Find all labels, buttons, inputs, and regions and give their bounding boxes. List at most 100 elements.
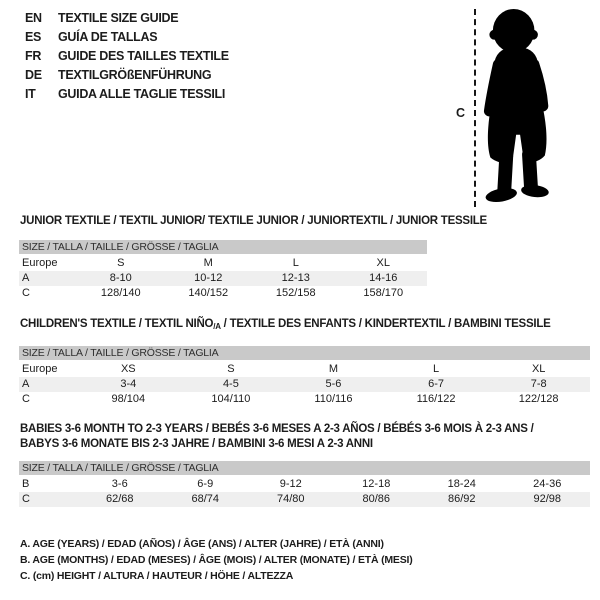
size-cell: M	[328, 363, 339, 375]
language-row-es: ES GUÍA DE TALLAS	[25, 28, 229, 47]
row-label: B	[22, 478, 30, 490]
junior-size-table: SIZE / TALLA / TAILLE / GRÖSSE / TAGLIA …	[19, 240, 427, 301]
guide-title-de: TEXTILGRÖßENFÜHRUNG	[58, 68, 212, 82]
table-row-age: A 8-10 10-12 12-13 14-16	[19, 271, 427, 286]
baby-leg-right	[522, 147, 538, 195]
age-cell: 6-9	[197, 478, 214, 490]
children-section-title: CHILDREN'S TEXTILE / TEXTIL NIÑO/A / TEX…	[20, 317, 551, 334]
footnote-a: A. AGE (YEARS) / EDAD (AÑOS) / ÂGE (ANS)…	[20, 538, 384, 550]
height-cell: 158/170	[363, 287, 404, 299]
language-code: DE	[25, 68, 42, 82]
height-cell: 98/104	[111, 393, 146, 405]
age-cell: 5-6	[325, 378, 342, 390]
height-cell: 104/110	[211, 393, 251, 405]
height-cell: 86/92	[447, 493, 476, 505]
size-cell: XS	[120, 363, 136, 375]
children-title-sub: /A	[213, 322, 221, 331]
guide-title-en: TEXTILE SIZE GUIDE	[58, 11, 179, 25]
height-cell: 80/86	[362, 493, 391, 505]
footnotes: A. AGE (YEARS) / EDAD (AÑOS) / ÂGE (ANS)…	[20, 536, 413, 584]
height-cell: 128/140	[100, 287, 141, 299]
language-code: ES	[25, 30, 42, 44]
row-label: C	[22, 493, 30, 505]
baby-arm-right	[528, 58, 549, 112]
height-cell: 62/68	[105, 493, 134, 505]
size-cell: S	[117, 257, 125, 269]
table-row-height: C 128/140 140/152 152/158 158/170	[19, 286, 427, 301]
baby-arm-left	[483, 58, 504, 117]
row-label: Europe	[22, 363, 58, 375]
language-row-de: DE TEXTILGRÖßENFÜHRUNG	[25, 66, 229, 85]
language-row-en: EN TEXTILE SIZE GUIDE	[25, 9, 229, 28]
age-cell: 8-10	[109, 272, 132, 284]
height-cell: 116/122	[416, 393, 456, 405]
age-cell: 12-18	[362, 478, 391, 490]
table-row-europe: Europe XS S M L XL	[19, 362, 590, 377]
height-cell: 110/116	[314, 393, 353, 405]
row-label: A	[22, 272, 30, 284]
row-label: Europe	[22, 257, 58, 269]
baby-torso	[494, 47, 538, 119]
children-size-table: SIZE / TALLA / TAILLE / GRÖSSE / TAGLIA …	[19, 346, 590, 407]
babies-size-table: SIZE / TALLA / TAILLE / GRÖSSE / TAGLIA …	[19, 461, 590, 507]
age-cell: 18-24	[447, 478, 476, 490]
babies-title-line1: BABIES 3-6 MONTH TO 2-3 YEARS / BEBÉS 3-…	[20, 423, 534, 435]
age-cell: 3-6	[111, 478, 128, 490]
babies-section-title: BABIES 3-6 MONTH TO 2-3 YEARS / BEBÉS 3-…	[20, 422, 534, 452]
age-cell: 7-8	[530, 378, 547, 390]
babies-title-line2: BABYS 3-6 MONATE BIS 2-3 JAHRE / BAMBINI…	[20, 438, 373, 450]
height-cell: 140/152	[188, 287, 229, 299]
footnote-c: C. (cm) HEIGHT / ALTURA / HAUTEUR / HÖHE…	[20, 570, 294, 582]
height-cell: 68/74	[191, 493, 220, 505]
table-row-age-months: B 3-6 6-9 9-12 12-18 18-24 24-36	[19, 477, 590, 492]
size-header-bar: SIZE / TALLA / TAILLE / GRÖSSE / TAGLIA	[19, 240, 427, 254]
height-cell: 152/158	[275, 287, 316, 299]
table-row-europe: Europe S M L XL	[19, 256, 427, 271]
size-header-bar: SIZE / TALLA / TAILLE / GRÖSSE / TAGLIA	[19, 346, 590, 360]
age-cell: 9-12	[279, 478, 302, 490]
height-cell: 74/80	[276, 493, 305, 505]
children-title-post: / TEXTILE DES ENFANTS / KINDERTEXTIL / B…	[220, 318, 551, 330]
size-cell: L	[433, 363, 440, 375]
age-cell: 4-5	[222, 378, 239, 390]
age-cell: 3-4	[120, 378, 137, 390]
language-row-it: IT GUIDA ALLE TAGLIE TESSILI	[25, 85, 229, 104]
table-row-height: C 98/104 104/110 110/116 116/122 122/128	[19, 392, 590, 407]
height-label-c: C	[456, 106, 466, 120]
baby-silhouette-image	[483, 8, 549, 203]
size-header-bar: SIZE / TALLA / TAILLE / GRÖSSE / TAGLIA	[19, 461, 590, 475]
baby-foot-left	[485, 188, 517, 203]
row-label: C	[22, 287, 30, 299]
language-code: EN	[25, 11, 42, 25]
table-row-height: C 62/68 68/74 74/80 80/86 86/92 92/98	[19, 492, 590, 507]
size-cell: L	[292, 257, 299, 269]
row-label: C	[22, 393, 30, 405]
size-cell: XL	[531, 363, 546, 375]
junior-section-title: JUNIOR TEXTILE / TEXTIL JUNIOR/ TEXTILE …	[20, 215, 487, 227]
row-label: A	[22, 378, 30, 390]
age-cell: 6-7	[428, 378, 445, 390]
language-code: IT	[25, 87, 36, 101]
size-cell: S	[227, 363, 235, 375]
baby-head	[492, 8, 535, 53]
height-cell: 122/128	[518, 393, 559, 405]
size-cell: M	[203, 257, 213, 269]
footnote-b: B. AGE (MONTHS) / EDAD (MESES) / ÂGE (MO…	[20, 554, 413, 566]
size-cell: XL	[376, 257, 390, 269]
guide-title-fr: GUIDE DES TAILLES TEXTILE	[58, 49, 229, 63]
height-cell: 92/98	[533, 493, 562, 505]
age-cell: 12-13	[281, 272, 310, 284]
language-code: FR	[25, 49, 42, 63]
height-measure-line	[474, 9, 476, 207]
guide-title-es: GUÍA DE TALLAS	[58, 30, 158, 44]
children-title-pre: CHILDREN'S TEXTILE / TEXTIL NIÑO	[20, 318, 214, 330]
age-cell: 14-16	[369, 272, 398, 284]
age-cell: 10-12	[194, 272, 223, 284]
guide-title-it: GUIDA ALLE TAGLIE TESSILI	[58, 87, 226, 101]
baby-shorts	[487, 103, 547, 164]
baby-foot-right	[521, 185, 549, 198]
language-list: EN TEXTILE SIZE GUIDE ES GUÍA DE TALLAS FR…	[25, 9, 229, 104]
age-cell: 24-36	[533, 478, 562, 490]
baby-leg-left	[497, 149, 514, 199]
